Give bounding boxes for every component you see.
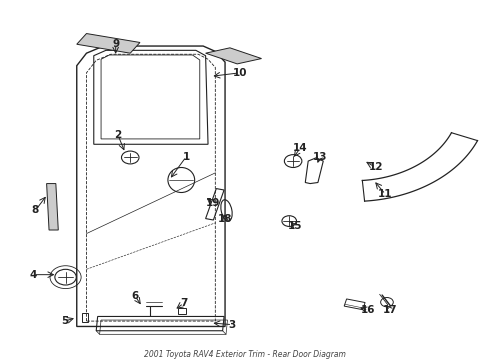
Text: 4: 4 [29, 270, 37, 280]
Text: 10: 10 [232, 68, 246, 78]
Text: 2: 2 [114, 130, 122, 140]
Text: 13: 13 [312, 152, 326, 162]
Polygon shape [46, 184, 58, 230]
Text: 15: 15 [288, 221, 302, 231]
Text: 7: 7 [180, 298, 187, 308]
Text: 2001 Toyota RAV4 Exterior Trim - Rear Door Diagram: 2001 Toyota RAV4 Exterior Trim - Rear Do… [143, 350, 345, 359]
Text: 9: 9 [112, 39, 119, 49]
Polygon shape [77, 33, 140, 53]
Text: 11: 11 [378, 189, 392, 199]
Polygon shape [205, 48, 261, 64]
Text: 18: 18 [217, 214, 232, 224]
Text: 5: 5 [61, 316, 68, 326]
Text: 16: 16 [361, 305, 375, 315]
Text: 14: 14 [292, 143, 307, 153]
Text: 6: 6 [131, 291, 139, 301]
Text: 12: 12 [368, 162, 382, 172]
Text: 3: 3 [228, 320, 236, 330]
Text: 19: 19 [205, 198, 220, 208]
Text: 17: 17 [382, 305, 397, 315]
Text: 1: 1 [182, 152, 189, 162]
Text: 8: 8 [32, 205, 39, 215]
